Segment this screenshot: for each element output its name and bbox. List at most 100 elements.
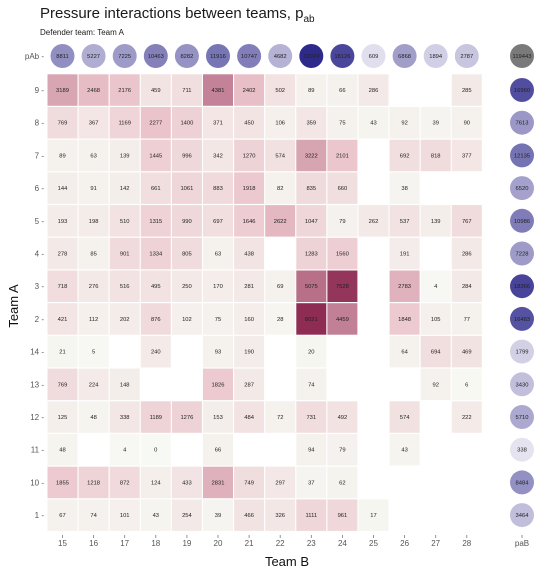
col-total-bubble	[361, 44, 386, 68]
col-total-bubble	[174, 44, 199, 68]
cell-value-label: 469	[462, 350, 472, 356]
cell-value-label: 438	[244, 252, 254, 258]
heatmap-cell	[296, 303, 327, 335]
cell-value-label: 1334	[149, 252, 163, 258]
cell-value-label: 4381	[212, 88, 225, 94]
cell-value-label: 75	[215, 317, 221, 323]
cell-value-label: 996	[182, 153, 192, 159]
heatmap-cell	[78, 74, 109, 106]
cell-value-label: 359	[306, 121, 316, 127]
cell-value-label: 63	[90, 153, 96, 159]
y-tick-label: 10 -	[30, 478, 44, 487]
cell-value-label: 4	[434, 284, 438, 290]
heatmap-cell	[265, 270, 296, 302]
heatmap-cell	[47, 205, 78, 237]
cell-value-label: 0	[154, 448, 157, 454]
cell-value-label: 2783	[398, 284, 411, 290]
heatmap-cell	[171, 237, 202, 270]
heatmap-cell	[327, 107, 358, 139]
heatmap-cell	[389, 205, 420, 237]
cell-value-label: 74	[308, 382, 315, 388]
cell-value-label: 6	[465, 382, 468, 388]
cell-value-label: 1826	[212, 382, 225, 388]
heatmap-cell	[109, 205, 140, 237]
chart-title-text: Pressure interactions between teams, p	[40, 5, 303, 22]
cell-value-label: 125	[58, 415, 68, 421]
cell-value-label: 1315	[149, 219, 162, 225]
cell-value-label: 883	[213, 186, 223, 192]
heatmap-cell	[296, 74, 327, 106]
cell-value-label: 28	[277, 317, 283, 323]
heatmap-cell	[47, 74, 78, 106]
heatmap-cell	[109, 434, 140, 466]
cell-value-label: 1848	[398, 317, 411, 323]
cell-value-label: 7528	[336, 284, 349, 290]
x-tick-label: 22	[276, 539, 285, 548]
heatmap-cell	[47, 434, 78, 466]
heatmap-cell	[327, 401, 358, 433]
col-total-label: 5227	[87, 54, 100, 60]
col-total-bubbles: 8811 5227 7225 10463 8282 11916 10747 4682 22024…	[50, 44, 534, 68]
cell-value-label: 198	[89, 219, 99, 225]
col-total-bubble	[454, 44, 479, 68]
heatmap-cell	[203, 466, 233, 499]
heatmap-cell	[296, 172, 327, 204]
col-total-label: 8811	[56, 54, 68, 60]
cell-value-label: 66	[215, 448, 221, 454]
cell-value-label: 262	[369, 219, 379, 225]
cell-value-label: 1283	[305, 252, 318, 258]
row-total-label: 5710	[516, 415, 529, 421]
heatmap-cell	[140, 107, 171, 139]
heatmap-cell	[203, 237, 233, 270]
cell-value-label: 160	[244, 317, 254, 323]
heatmap-cell	[203, 107, 233, 139]
x-tick-label: 25	[369, 539, 378, 548]
cell-value-label: 278	[58, 252, 68, 258]
heatmap-cell	[47, 368, 78, 401]
heatmap-cell	[109, 466, 140, 499]
heatmap-cell	[171, 205, 202, 237]
col-total-bubble	[206, 44, 230, 68]
heatmap-cell	[234, 303, 265, 335]
cell-value-label: 8021	[305, 317, 318, 323]
y-tick-label: 12 -	[30, 413, 44, 422]
heatmap-cell	[171, 401, 202, 433]
cell-value-label: 433	[182, 480, 192, 486]
cell-value-label: 93	[215, 350, 221, 356]
row-total-label: 8484	[516, 480, 530, 486]
heatmap-cell	[78, 237, 109, 270]
cell-value-label: 484	[244, 415, 254, 421]
heatmap-cell	[265, 401, 296, 433]
cell-value-label: 191	[400, 252, 410, 258]
row-total-label: 7228	[516, 252, 529, 258]
row-total-label: 16960	[514, 88, 530, 94]
cell-value-label: 516	[120, 284, 130, 290]
col-total-label: 2787	[460, 54, 473, 60]
heatmap-cell	[265, 139, 296, 172]
cell-value-label: 502	[275, 88, 285, 94]
row-total-bubbles: 16960 7613 12135 6520 10986 7228 18366 16483 179…	[510, 78, 534, 528]
y-tick-label: 11 -	[31, 446, 45, 455]
heatmap-cell	[47, 237, 78, 270]
heatmap-cell	[389, 270, 420, 302]
heatmap-cell	[327, 205, 358, 237]
cell-value-label: 1400	[180, 121, 193, 127]
cell-value-label: 89	[308, 88, 314, 94]
cell-value-label: 1445	[149, 153, 162, 159]
cell-value-label: 106	[275, 121, 285, 127]
cell-value-label: 222	[462, 415, 472, 421]
cell-value-label: 89	[59, 153, 65, 159]
chart-title-subscript: ab	[303, 14, 315, 25]
heatmap-cell	[109, 172, 140, 204]
heatmap-cell	[234, 139, 265, 172]
cell-value-label: 1189	[150, 415, 162, 421]
heatmap-cell	[203, 270, 233, 302]
heatmap-cell	[78, 401, 109, 433]
row-total-label: 1799	[516, 350, 529, 356]
x-tick-label: 27	[431, 539, 440, 548]
col-total-label: 11916	[210, 54, 226, 60]
row-total-label: 7613	[516, 121, 529, 127]
heatmap-cell	[109, 139, 140, 172]
heatmap-cell	[78, 139, 109, 172]
row-total-label: 10986	[514, 219, 530, 225]
